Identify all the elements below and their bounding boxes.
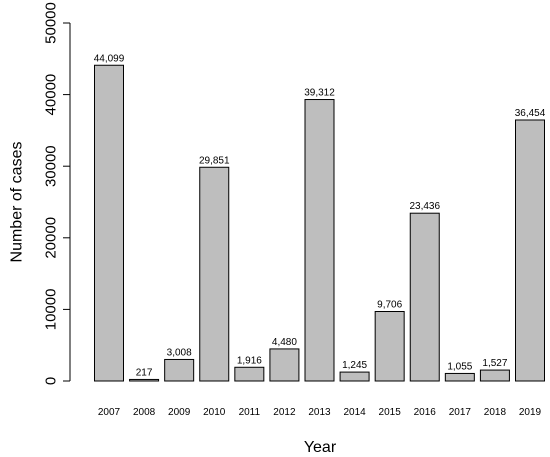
x-tick-label-2007: 2007 xyxy=(98,407,121,418)
bar-2019 xyxy=(515,119,545,382)
y-axis: 0 10000 20000 30000 40000 50000 xyxy=(43,2,71,385)
value-label-2016: 23,436 xyxy=(409,201,440,212)
x-tick-label-2012: 2012 xyxy=(273,407,296,418)
y-axis-title: Number of cases xyxy=(9,142,26,263)
bar-2007 xyxy=(94,64,124,382)
x-tick-label-2019: 2019 xyxy=(519,407,542,418)
bar-2018 xyxy=(479,369,510,382)
x-tick-label-2011: 2011 xyxy=(239,407,261,418)
x-tick-label-2010: 2010 xyxy=(203,407,226,418)
y-tick-label: 20000 xyxy=(43,217,60,259)
bar-2015 xyxy=(374,311,405,382)
value-labels-group: 44,099 217 3,008 29,851 1,916 4,480 39,312 1,24… xyxy=(94,53,546,378)
bar-2014 xyxy=(339,371,370,382)
bar-2009 xyxy=(164,358,195,382)
bar-2011 xyxy=(234,366,265,382)
value-label-2008: 217 xyxy=(136,367,153,378)
y-tick-label: 50000 xyxy=(43,2,60,44)
bar-2017 xyxy=(444,372,475,382)
value-label-2011: 1,916 xyxy=(237,355,262,366)
value-label-2017: 1,055 xyxy=(447,361,472,372)
value-label-2015: 9,706 xyxy=(377,300,402,311)
x-tick-label-2017: 2017 xyxy=(449,407,472,418)
x-tick-label-2014: 2014 xyxy=(343,407,366,418)
value-label-2009: 3,008 xyxy=(167,347,192,358)
x-tick-label-2008: 2008 xyxy=(133,407,156,418)
y-tick-label: 10000 xyxy=(43,289,60,331)
y-tick-label: 40000 xyxy=(43,74,60,116)
value-label-2012: 4,480 xyxy=(272,337,297,348)
bar-2008 xyxy=(129,378,160,382)
x-tick-labels-group: 2007 2008 2009 2010 2011 2012 2013 2014 2015 2016… xyxy=(98,407,542,418)
x-tick-label-2018: 2018 xyxy=(484,407,507,418)
value-label-2018: 1,527 xyxy=(482,358,507,369)
bars-group xyxy=(94,64,545,382)
value-label-2010: 29,851 xyxy=(199,155,230,166)
bar-2012 xyxy=(269,348,300,382)
value-label-2007: 44,099 xyxy=(94,53,125,64)
bar-2016 xyxy=(409,212,440,382)
value-label-2014: 1,245 xyxy=(342,360,367,371)
x-tick-label-2013: 2013 xyxy=(308,407,331,418)
bar-2010 xyxy=(199,166,230,382)
y-tick-label: 30000 xyxy=(43,145,60,187)
value-label-2019: 36,454 xyxy=(515,108,546,119)
x-tick-label-2015: 2015 xyxy=(379,407,402,418)
x-tick-label-2016: 2016 xyxy=(414,407,437,418)
x-tick-label-2009: 2009 xyxy=(168,407,191,418)
bar-2013 xyxy=(304,99,335,382)
y-tick-label: 0 xyxy=(43,377,60,385)
value-label-2013: 39,312 xyxy=(304,88,335,99)
x-axis-title: Year xyxy=(304,439,337,456)
